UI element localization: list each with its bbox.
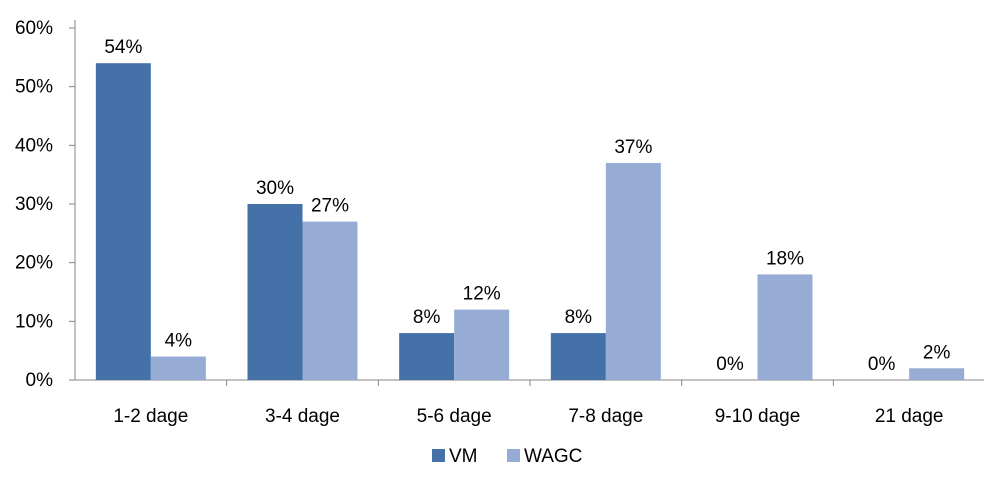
x-category-label: 9-10 dage bbox=[715, 406, 801, 427]
y-tick-label: 0% bbox=[26, 370, 54, 391]
data-label: 27% bbox=[311, 196, 349, 217]
data-label: 8% bbox=[413, 307, 441, 328]
bar-wagc-4 bbox=[757, 274, 813, 380]
x-category-label: 1-2 dage bbox=[113, 406, 188, 427]
y-tick-label: 40% bbox=[15, 135, 53, 156]
x-category-label: 5-6 dage bbox=[417, 406, 492, 427]
x-category-label: 7-8 dage bbox=[568, 406, 643, 427]
data-label: 0% bbox=[716, 354, 744, 375]
legend-label-wagc: WAGC bbox=[524, 446, 582, 467]
data-label: 4% bbox=[165, 331, 193, 352]
y-tick-label: 20% bbox=[15, 253, 53, 274]
y-tick-label: 30% bbox=[15, 194, 53, 215]
bar-vm-0 bbox=[95, 63, 151, 380]
data-label: 30% bbox=[256, 178, 294, 199]
data-label: 0% bbox=[868, 354, 896, 375]
data-label: 2% bbox=[923, 342, 951, 363]
legend-label-vm: VM bbox=[449, 446, 478, 467]
data-label: 18% bbox=[766, 248, 804, 269]
data-label: 8% bbox=[565, 307, 593, 328]
bar-vm-3 bbox=[550, 333, 606, 380]
data-label: 54% bbox=[104, 37, 142, 58]
y-tick-label: 50% bbox=[15, 77, 53, 98]
x-category-label: 21 dage bbox=[875, 406, 944, 427]
bar-vm-2 bbox=[399, 333, 455, 380]
y-tick-label: 60% bbox=[15, 18, 53, 39]
x-category-label: 3-4 dage bbox=[265, 406, 340, 427]
data-label: 12% bbox=[463, 284, 501, 305]
bar-wagc-2 bbox=[454, 309, 510, 380]
bar-wagc-5 bbox=[909, 368, 965, 380]
bar-wagc-3 bbox=[605, 162, 661, 380]
bar-wagc-0 bbox=[150, 356, 206, 380]
y-tick-label: 10% bbox=[15, 311, 53, 332]
data-label: 37% bbox=[614, 137, 652, 158]
bar-wagc-1 bbox=[302, 221, 358, 380]
legend-swatch-vm bbox=[432, 449, 445, 462]
legend-swatch-wagc bbox=[507, 449, 520, 462]
bar-vm-1 bbox=[247, 204, 303, 380]
